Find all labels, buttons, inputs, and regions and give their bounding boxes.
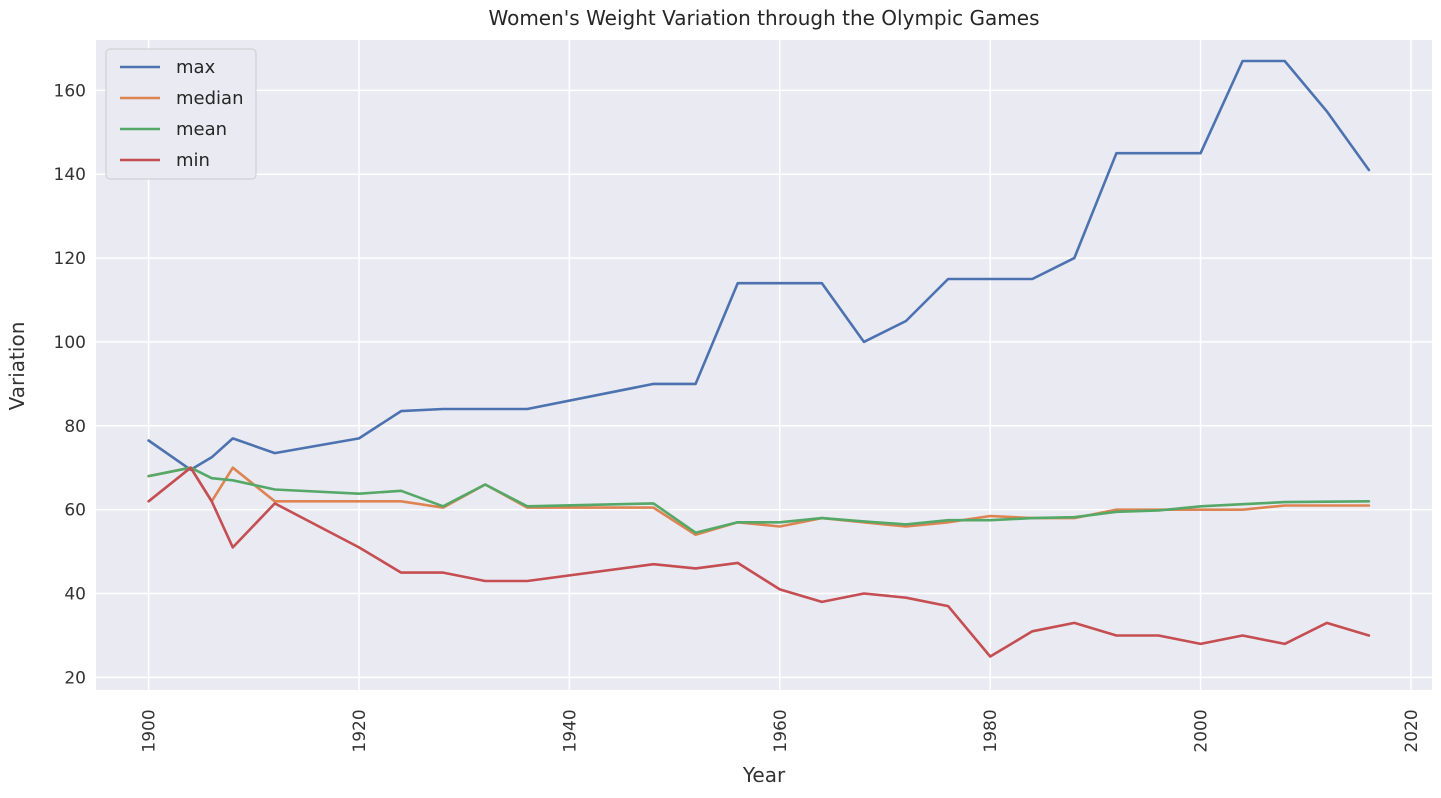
y-tick-label: 40: [64, 585, 86, 605]
x-tick-labels: 1900 1920 1940 1960 1980 2000 2020: [140, 709, 1422, 752]
y-tick-label: 80: [64, 417, 86, 437]
x-axis-label: Year: [742, 763, 786, 787]
y-tick-label: 120: [54, 249, 86, 269]
x-tick-label: 1920: [350, 709, 370, 752]
legend-label-mean: mean: [176, 119, 227, 140]
legend-label-max: max: [176, 57, 216, 78]
legend-box: [105, 48, 257, 180]
x-tick-label: 1980: [981, 709, 1001, 752]
plot-area: [96, 40, 1432, 690]
y-tick-labels: 20 40 60 80 100 120 140 160: [54, 81, 86, 688]
y-tick-label: 160: [54, 81, 86, 101]
series-lines: [147, 59, 1371, 658]
legend-label-min: min: [176, 150, 210, 171]
series-line-min: [147, 466, 1371, 658]
y-axis-label: Variation: [5, 322, 29, 411]
x-tick-label: 2020: [1402, 709, 1422, 752]
y-tick-label: 60: [64, 501, 86, 521]
x-tick-label: 1940: [560, 709, 580, 752]
legend-label-median: median: [176, 88, 243, 109]
x-tick-label: 1900: [140, 709, 160, 752]
y-tick-label: 100: [54, 333, 86, 353]
x-tick-label: 1960: [771, 709, 791, 752]
y-tick-label: 140: [54, 165, 86, 185]
series-line-max: [147, 59, 1371, 472]
y-tick-label: 20: [64, 668, 86, 688]
chart-title: Women's Weight Variation through the Oly…: [488, 6, 1039, 30]
x-tick-label: 2000: [1192, 709, 1212, 752]
legend: max median mean min: [105, 48, 257, 180]
series-line-mean: [147, 466, 1371, 535]
